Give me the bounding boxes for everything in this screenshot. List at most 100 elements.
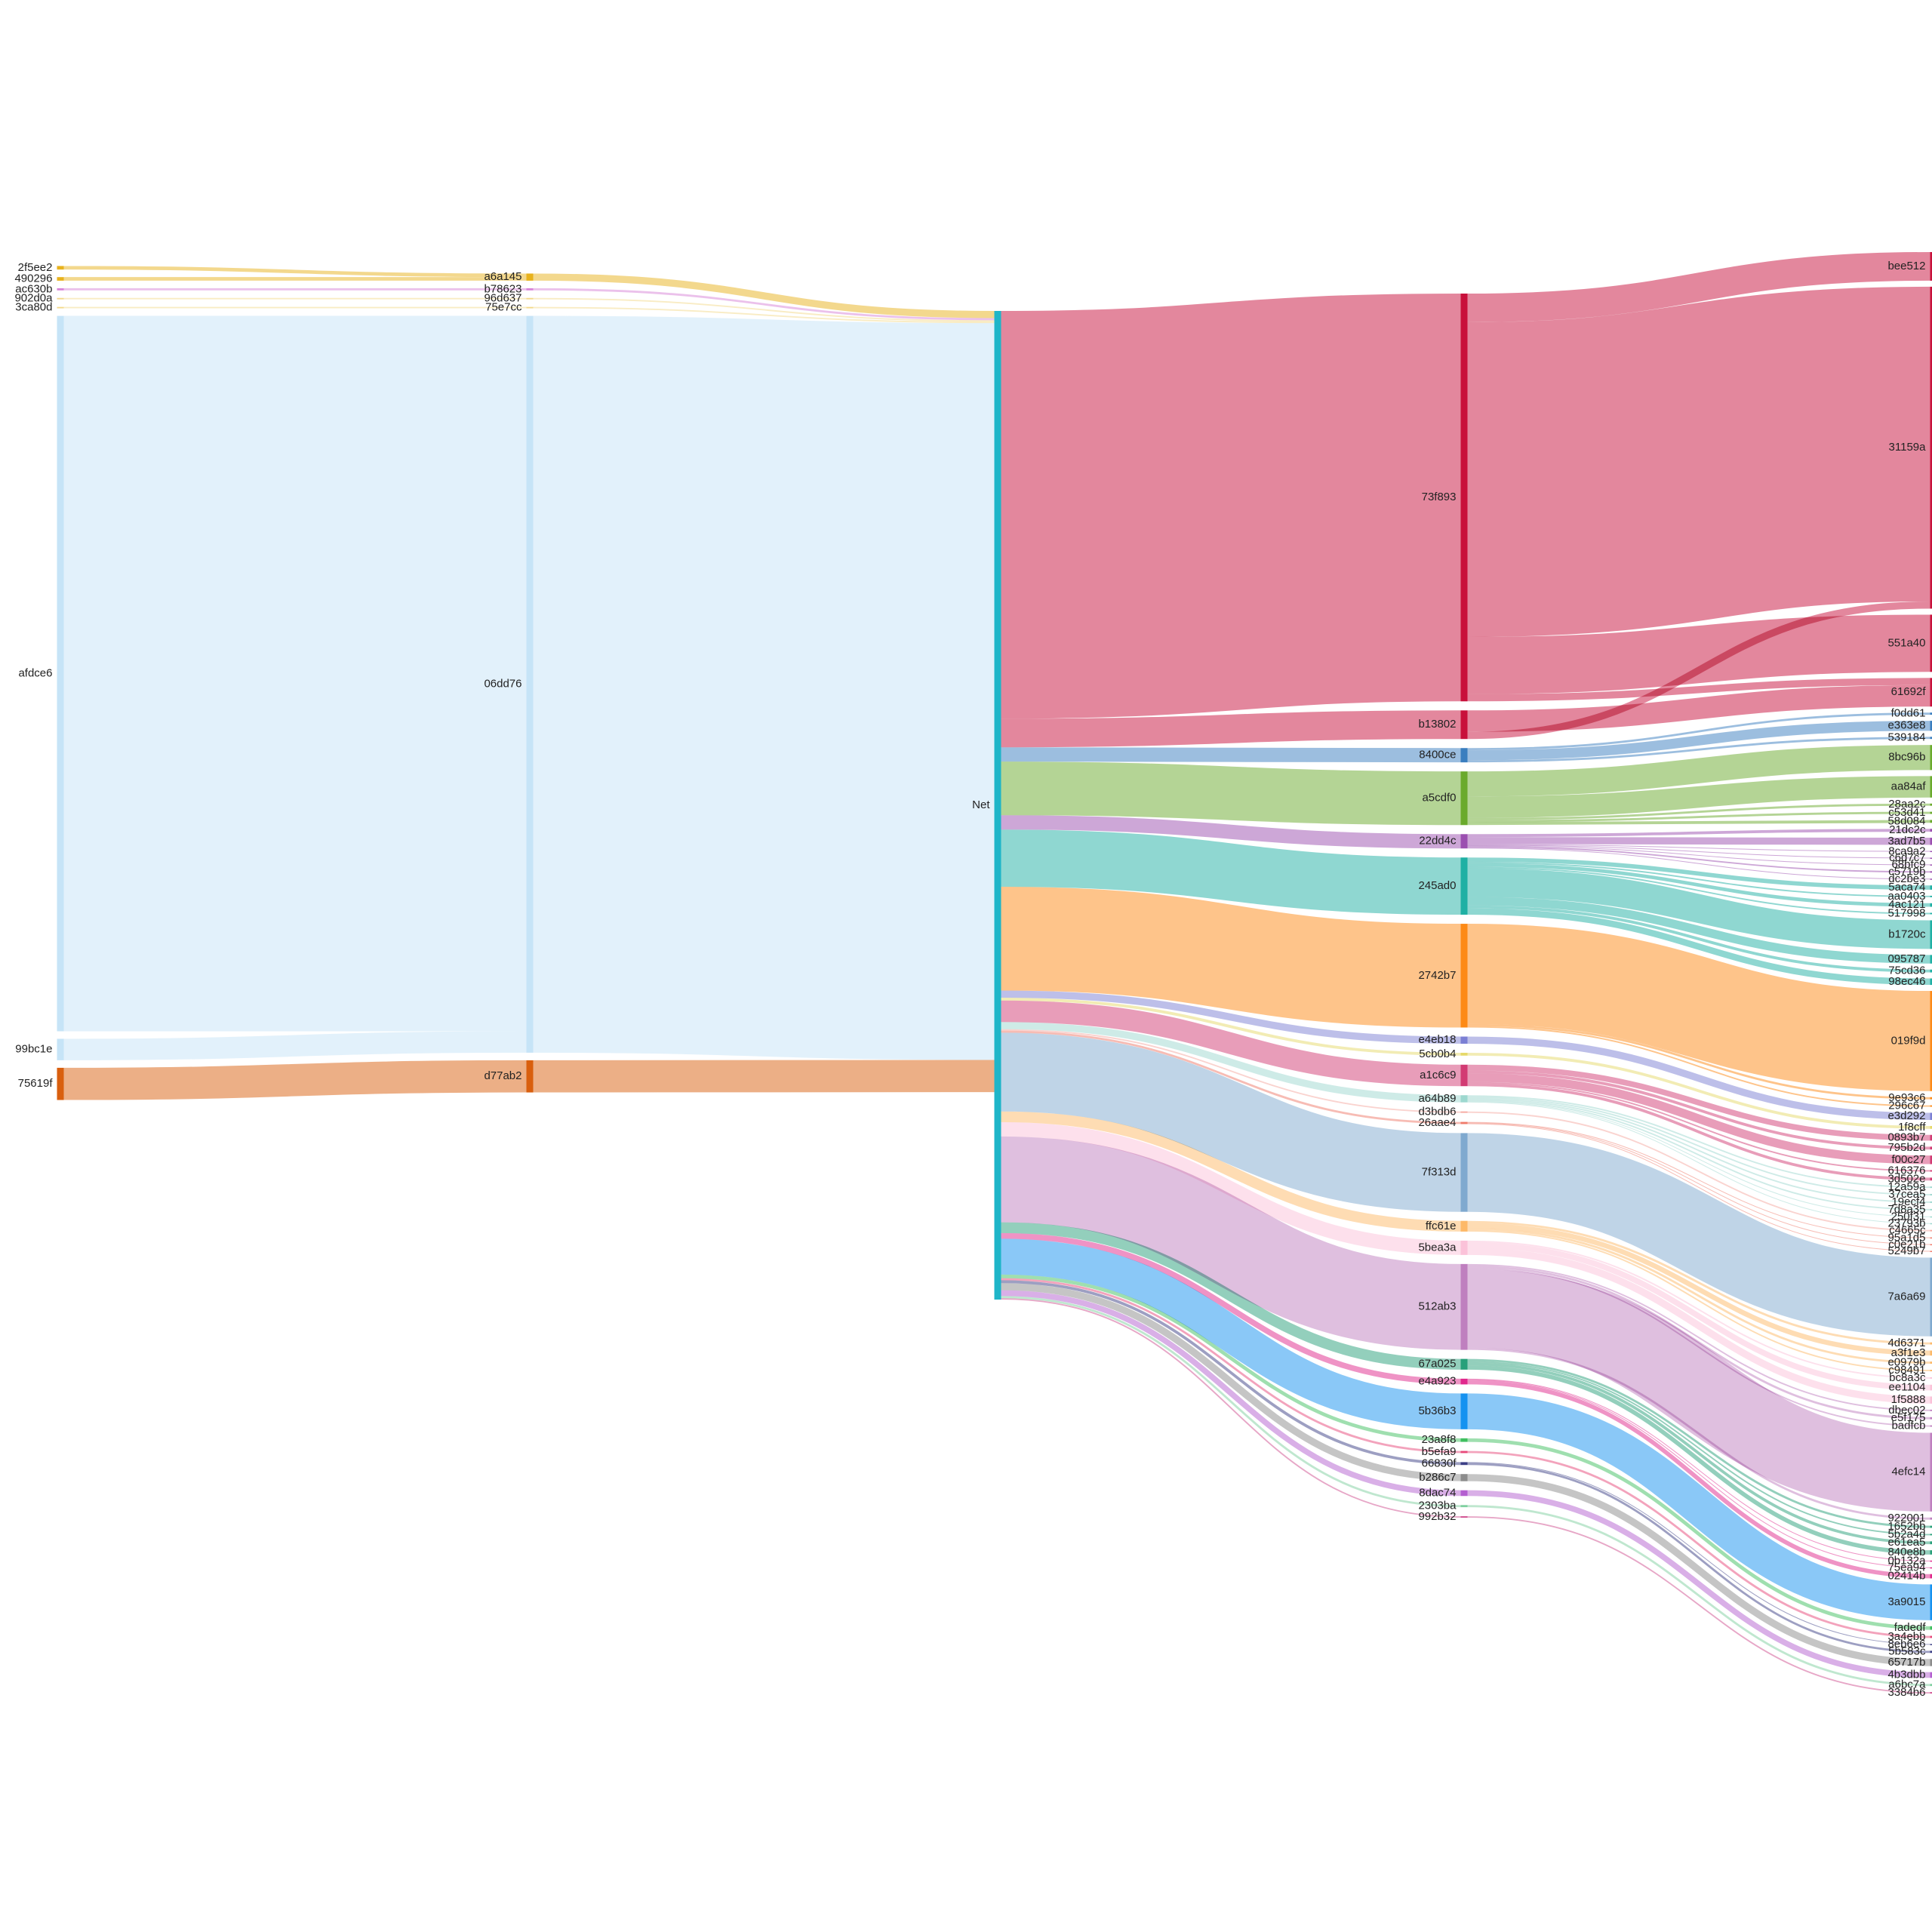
node-3ca80d[interactable] [57, 306, 64, 309]
node-b13802[interactable] [1460, 710, 1468, 740]
node-2f5ee2[interactable] [57, 266, 64, 270]
node-75e7cc[interactable] [526, 306, 534, 309]
node-517998[interactable] [1930, 912, 1932, 915]
node-539184[interactable] [1930, 737, 1932, 740]
node-3ad7b5[interactable] [1930, 838, 1932, 845]
node-02414b[interactable] [1930, 1574, 1932, 1579]
node-98ec46[interactable] [1930, 978, 1932, 986]
node-490296[interactable] [57, 277, 64, 281]
node-e4a923[interactable] [1460, 1378, 1468, 1385]
node-96d637[interactable] [526, 297, 534, 300]
node-19ecf4[interactable] [1930, 1201, 1932, 1203]
node-2303ba[interactable] [1460, 1505, 1468, 1508]
node-23793b[interactable] [1930, 1223, 1932, 1225]
node-4b3dbb[interactable] [1930, 1672, 1932, 1678]
node-795b2d[interactable] [1930, 1146, 1932, 1150]
node-3d502e[interactable] [1930, 1177, 1932, 1181]
node-bc8a3c[interactable] [1930, 1377, 1932, 1379]
node-250f31[interactable] [1930, 1216, 1932, 1218]
node-c0e21b[interactable] [1930, 1244, 1932, 1246]
node-73f893[interactable] [1460, 294, 1468, 702]
node-1f5888[interactable] [1930, 1396, 1932, 1404]
node-c53d41[interactable] [1930, 811, 1932, 814]
node-7a6a69[interactable] [1930, 1257, 1932, 1337]
node-ee1104[interactable] [1930, 1384, 1932, 1391]
node-b5efa9[interactable] [1460, 1451, 1468, 1454]
node-12a59a[interactable] [1930, 1186, 1932, 1189]
node-7f313d[interactable] [1460, 1133, 1468, 1212]
node-4ac121[interactable] [1930, 903, 1932, 907]
node-c4665c[interactable] [1930, 1229, 1932, 1232]
node-22dd4c[interactable] [1460, 834, 1468, 849]
node-b1720c[interactable] [1930, 920, 1932, 949]
node-245ad0[interactable] [1460, 857, 1468, 915]
node-bee512[interactable] [1930, 252, 1932, 281]
node-95a1d5[interactable] [1930, 1237, 1932, 1239]
node-37cea5[interactable] [1930, 1194, 1932, 1196]
node-ffc61e[interactable] [1460, 1220, 1468, 1232]
node-a6a145[interactable] [526, 273, 534, 281]
node-aa0403[interactable] [1930, 895, 1932, 897]
node-992b32[interactable] [1460, 1516, 1468, 1518]
node-e3d292[interactable] [1930, 1112, 1932, 1120]
node-1f8cff[interactable] [1930, 1125, 1932, 1129]
node-8dac74[interactable] [1460, 1490, 1468, 1497]
node-Net[interactable] [994, 311, 1001, 1300]
node-a5cdf0[interactable] [1460, 771, 1468, 826]
node-a6bc7a[interactable] [1930, 1684, 1932, 1687]
node-2742b7[interactable] [1460, 924, 1468, 1028]
node-5aca74[interactable] [1930, 885, 1932, 890]
node-0893b7[interactable] [1930, 1134, 1932, 1141]
node-0b132a[interactable] [1930, 1560, 1932, 1562]
node-5cb0b4[interactable] [1460, 1052, 1468, 1056]
node-c98491[interactable] [1930, 1370, 1932, 1371]
node-902d0a[interactable] [57, 297, 64, 300]
node-1652bb[interactable] [1930, 1525, 1932, 1528]
node-dbec02[interactable] [1930, 1409, 1932, 1411]
node-99bc1e[interactable] [57, 1038, 64, 1060]
node-d77ab2[interactable] [526, 1060, 534, 1093]
node-e61ea5[interactable] [1930, 1541, 1932, 1545]
node-c6d7c7[interactable] [1930, 857, 1932, 859]
node-75619f[interactable] [57, 1067, 64, 1100]
node-512ab3[interactable] [1460, 1263, 1468, 1350]
node-75ea94[interactable] [1930, 1567, 1932, 1569]
node-5b36b3[interactable] [1460, 1393, 1468, 1429]
node-5b2a4d[interactable] [1930, 1534, 1932, 1536]
node-8eb6e6[interactable] [1930, 1644, 1932, 1645]
node-e0979b[interactable] [1930, 1361, 1932, 1364]
node-5b583c[interactable] [1930, 1651, 1932, 1654]
node-b78623[interactable] [526, 288, 534, 291]
node-b286c7[interactable] [1460, 1474, 1468, 1481]
node-4efc14[interactable] [1930, 1432, 1932, 1512]
node-66830f[interactable] [1460, 1462, 1468, 1466]
node-23a8f8[interactable] [1460, 1438, 1468, 1442]
node-7d8a35[interactable] [1930, 1208, 1932, 1211]
node-e363e8[interactable] [1930, 721, 1932, 731]
node-badfcb[interactable] [1930, 1425, 1932, 1427]
node-3a9015[interactable] [1930, 1584, 1932, 1620]
node-3384b6[interactable] [1930, 1692, 1932, 1694]
node-61692f[interactable] [1930, 678, 1932, 707]
node-551a40[interactable] [1930, 614, 1932, 672]
node-fadedf[interactable] [1930, 1626, 1932, 1630]
node-019f9d[interactable] [1930, 991, 1932, 1091]
node-a3f1e3[interactable] [1930, 1350, 1932, 1356]
node-4d6371[interactable] [1930, 1342, 1932, 1345]
node-aa84af[interactable] [1930, 776, 1932, 798]
node-5249b7[interactable] [1930, 1251, 1932, 1252]
node-e5f175[interactable] [1930, 1417, 1932, 1420]
node-922001[interactable] [1930, 1517, 1932, 1520]
node-3a4ebb[interactable] [1930, 1635, 1932, 1638]
node-d3bdb6[interactable] [1460, 1111, 1468, 1113]
node-68bfc9[interactable] [1930, 864, 1932, 866]
node-afdce6[interactable] [57, 315, 64, 1032]
node-616376[interactable] [1930, 1170, 1932, 1172]
node-26aae4[interactable] [1460, 1121, 1468, 1124]
node-75cd36[interactable] [1930, 969, 1932, 973]
node-296c67[interactable] [1930, 1105, 1932, 1107]
node-e4eb18[interactable] [1460, 1036, 1468, 1044]
node-31159a[interactable] [1930, 286, 1932, 609]
node-65717b[interactable] [1930, 1659, 1932, 1666]
node-dc2be3[interactable] [1930, 878, 1932, 880]
